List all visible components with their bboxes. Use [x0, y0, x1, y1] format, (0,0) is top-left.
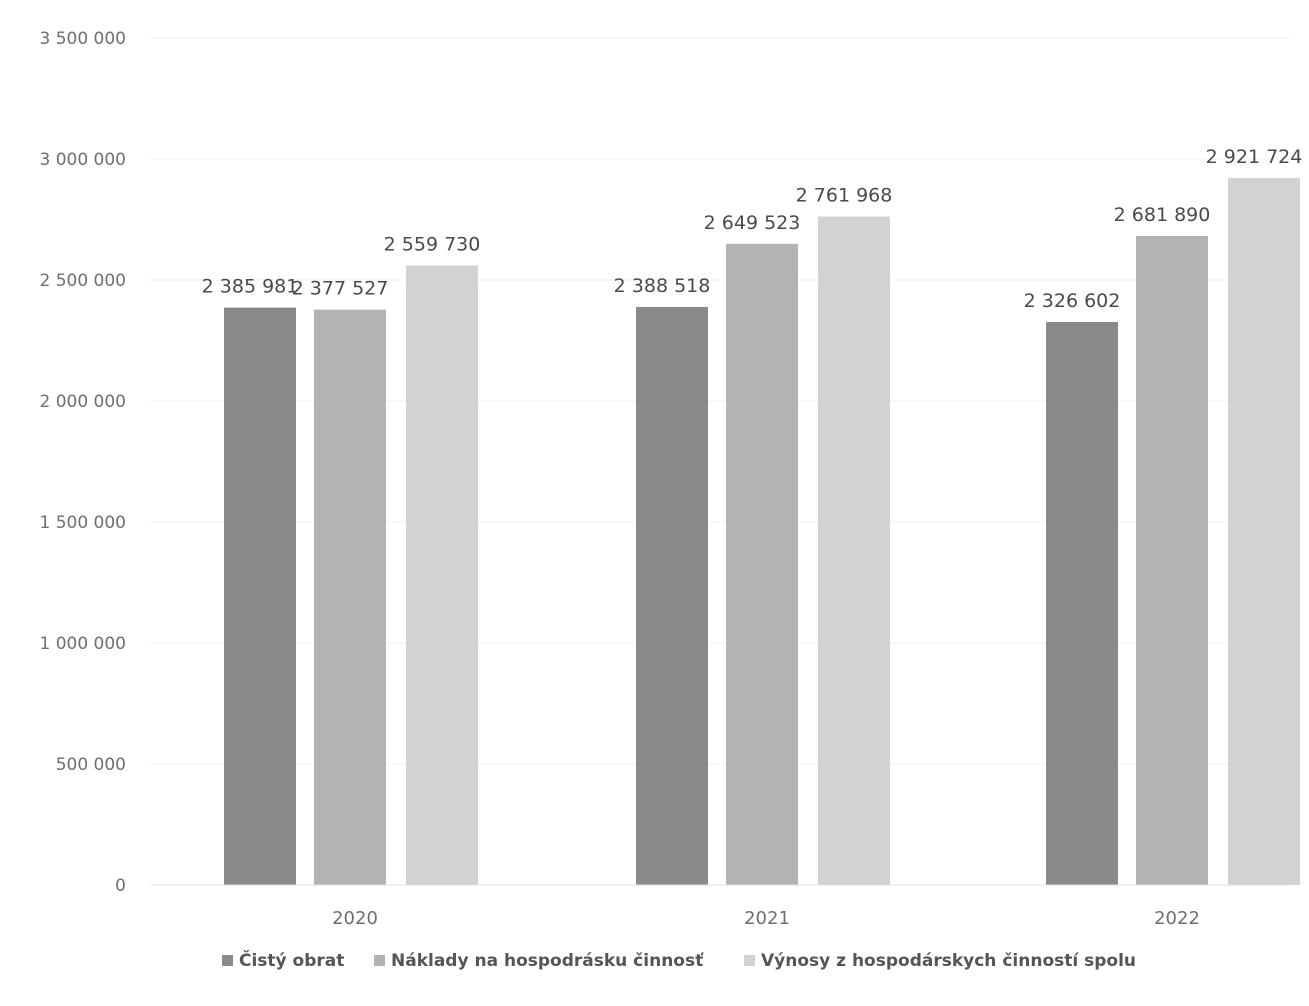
- data-label: 2 649 523: [704, 212, 801, 234]
- legend-swatch: [222, 955, 233, 966]
- data-label: 2 385 981: [202, 276, 299, 298]
- legend: Čistý obrat Náklady na hospodrásku činnos…: [222, 949, 1136, 971]
- y-tick-label: 1 500 000: [39, 513, 126, 533]
- bar: [1136, 235, 1208, 886]
- data-label: 2 761 968: [796, 185, 893, 207]
- data-label: 2 681 890: [1114, 204, 1211, 226]
- legend-label: Výnosy z hospodárskych činností spolu: [761, 951, 1136, 971]
- legend-label: Náklady na hospodrásku činnosť: [391, 951, 704, 971]
- data-label: 2 559 730: [384, 234, 481, 256]
- bar: [1046, 321, 1118, 886]
- y-tick-label: 500 000: [56, 755, 126, 775]
- bar: [314, 309, 386, 886]
- bar: [726, 243, 798, 885]
- bar: [224, 307, 296, 885]
- bar: [1228, 177, 1300, 885]
- bars-layer: [224, 177, 1300, 886]
- x-tick-label: 2020: [332, 908, 378, 929]
- data-label: 2 921 724: [1206, 146, 1303, 168]
- data-label: 2 388 518: [614, 275, 711, 297]
- y-tick-label: 3 000 000: [39, 150, 126, 170]
- y-tick-label: 3 500 000: [39, 29, 126, 49]
- legend-swatch: [744, 955, 755, 966]
- y-tick-label: 1 000 000: [39, 634, 126, 654]
- y-tick-label: 0: [115, 876, 126, 896]
- y-tick-label: 2 000 000: [39, 392, 126, 412]
- data-labels-layer: 2 385 981 2 388 518 2 326 602 2 377 527 2 64…: [202, 146, 1303, 312]
- bar: [406, 265, 478, 885]
- data-label: 2 326 602: [1024, 290, 1121, 312]
- y-tick-label: 2 500 000: [39, 271, 126, 291]
- x-tick-label: 2022: [1154, 908, 1200, 929]
- bar: [636, 306, 708, 885]
- x-tick-label: 2021: [744, 908, 790, 929]
- axis-layer: 0 500 000 1 000 000 1 500 000 2 000 000 2 500…: [39, 29, 1290, 929]
- bar: [818, 216, 890, 885]
- data-label: 2 377 527: [292, 278, 389, 300]
- legend-swatch: [374, 955, 385, 966]
- legend-label: Čistý obrat: [239, 949, 344, 971]
